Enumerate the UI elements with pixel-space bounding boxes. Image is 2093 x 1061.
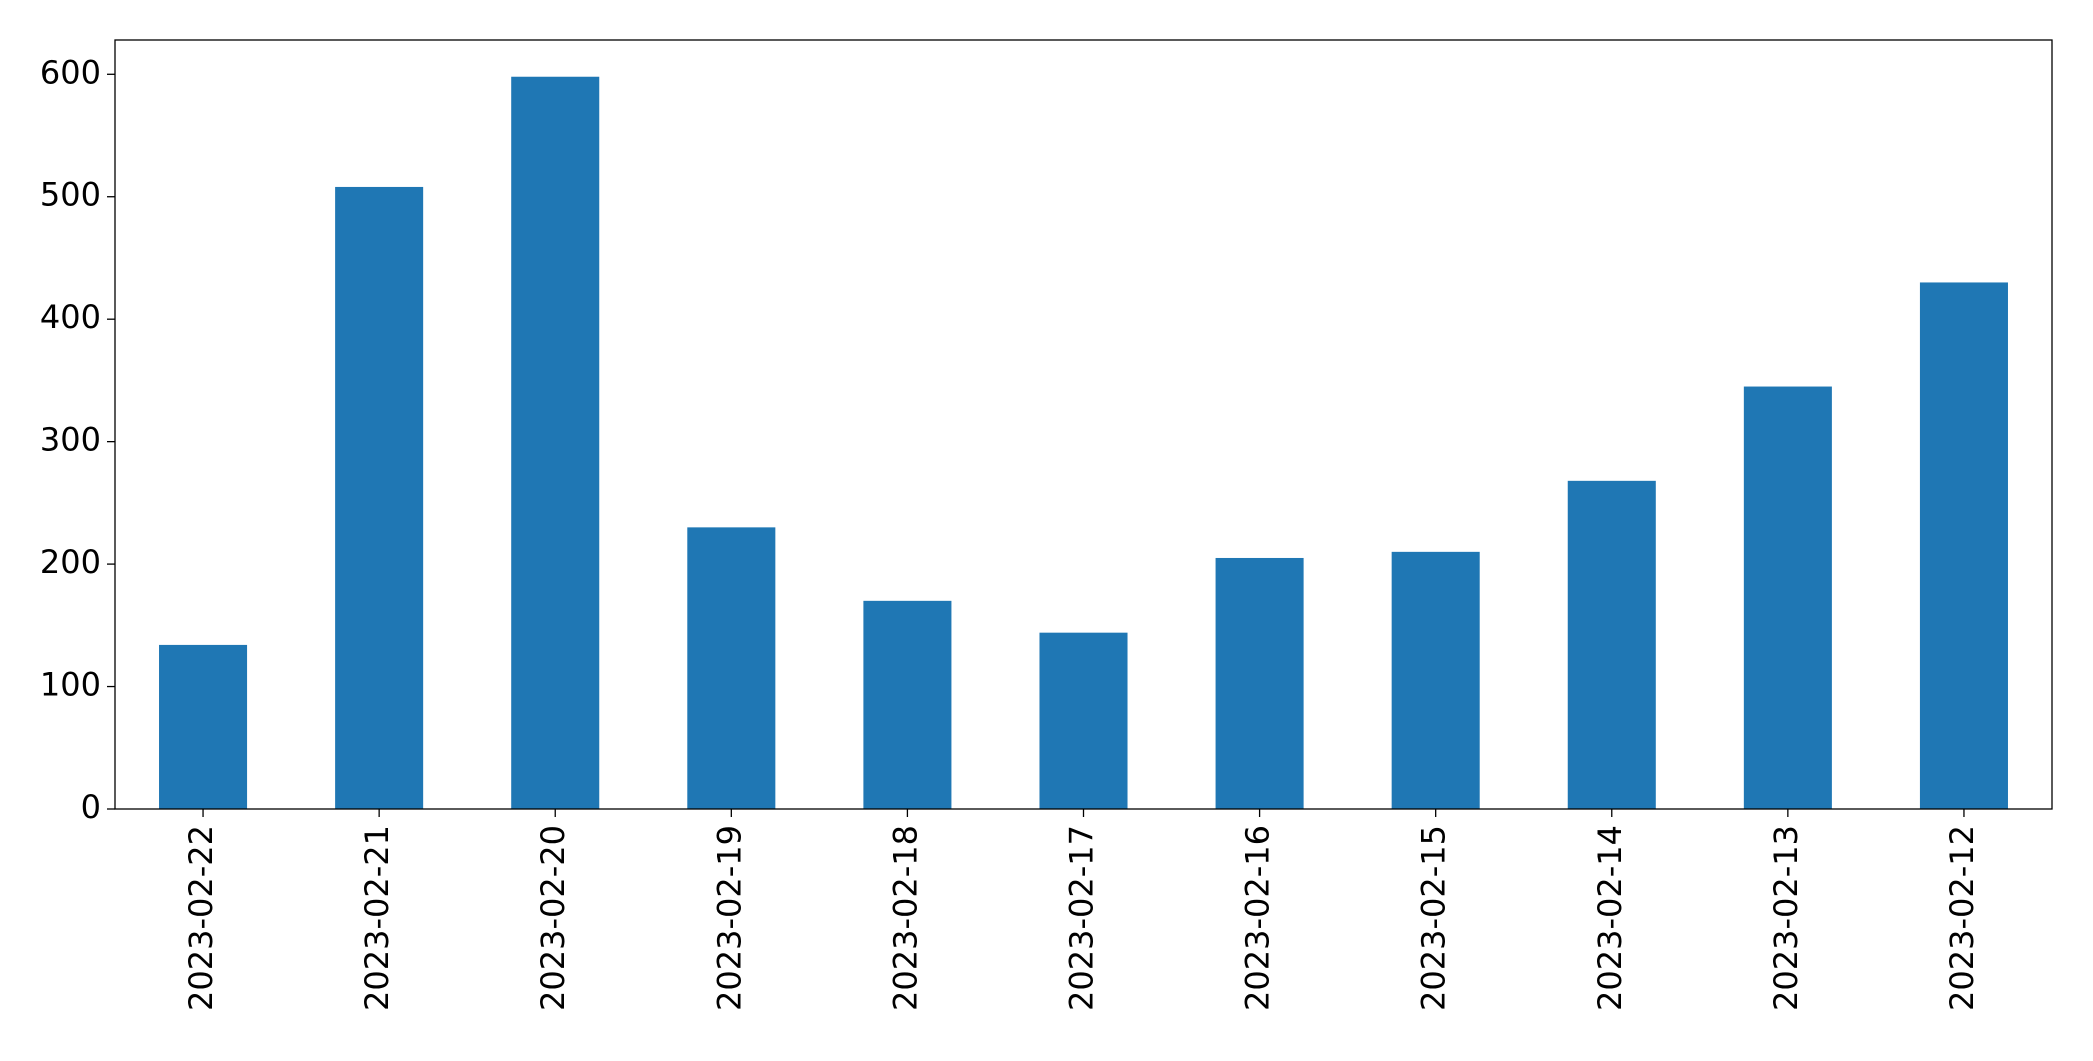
x-tick-label: 2023-02-20 [534, 825, 572, 1011]
bar [511, 76, 600, 810]
x-tick-label: 2023-02-22 [182, 825, 220, 1011]
y-tick-label: 300 [40, 421, 101, 459]
x-tick-label: 2023-02-18 [886, 825, 924, 1011]
y-tick-label: 0 [81, 788, 101, 826]
bar [335, 186, 424, 809]
x-tick-label: 2023-02-12 [1943, 825, 1981, 1011]
bar [863, 600, 952, 809]
x-tick-label: 2023-02-13 [1767, 825, 1805, 1011]
bar [159, 644, 248, 809]
x-tick-label: 2023-02-21 [358, 825, 396, 1011]
y-tick-label: 600 [40, 53, 101, 91]
bar [1039, 632, 1128, 809]
bar [1743, 386, 1832, 809]
x-tick-label: 2023-02-17 [1063, 825, 1101, 1011]
bar [1567, 480, 1656, 809]
bar [1215, 557, 1304, 809]
y-tick-label: 100 [40, 666, 101, 704]
bar [1919, 282, 2008, 809]
x-tick-label: 2023-02-16 [1239, 825, 1277, 1011]
y-tick-label: 500 [40, 176, 101, 214]
x-tick-label: 2023-02-19 [710, 825, 748, 1011]
y-tick-label: 200 [40, 543, 101, 581]
y-tick-label: 400 [40, 298, 101, 336]
bar [687, 527, 776, 809]
bar [1391, 551, 1480, 809]
x-tick-label: 2023-02-14 [1591, 825, 1629, 1011]
x-tick-label: 2023-02-15 [1415, 825, 1453, 1011]
plot-frame [114, 39, 2053, 810]
